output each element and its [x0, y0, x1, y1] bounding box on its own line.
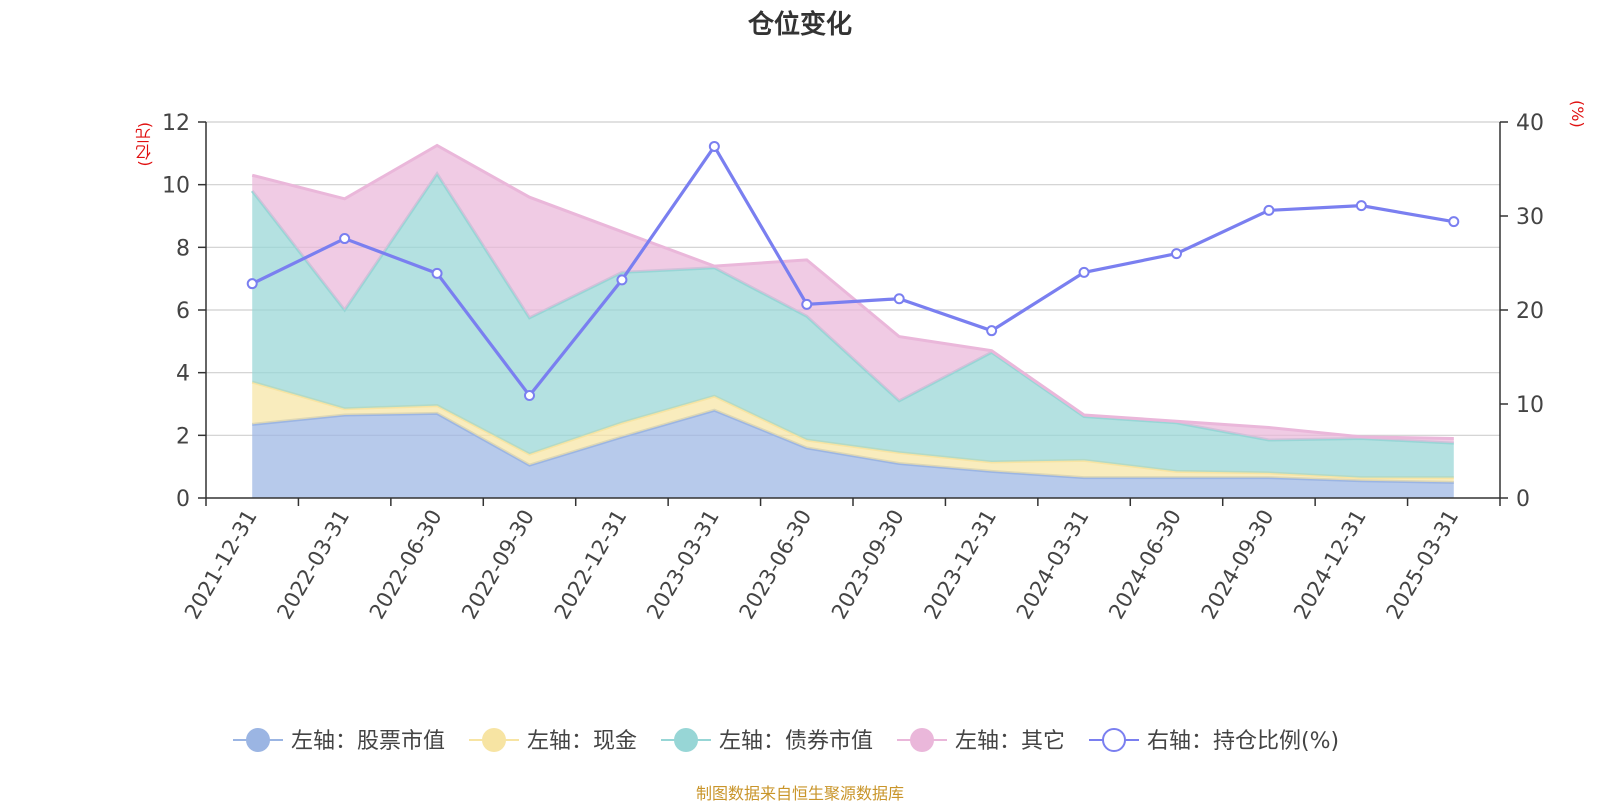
- legend-label: 左轴：债券市值: [719, 729, 873, 754]
- x-tick-label: 2023-09-30: [827, 506, 909, 624]
- legend: 左轴：股票市值 左轴：现金 左轴：债券市值 左轴：其它 右轴：持仓比例(%): [233, 728, 1339, 754]
- left-tick-label: 8: [176, 236, 190, 261]
- x-tick-label: 2021-12-31: [180, 506, 262, 624]
- ratio-point: [246, 278, 258, 290]
- legend-item[interactable]: 左轴：债券市值: [661, 728, 873, 754]
- x-tick-label: 2022-12-31: [550, 506, 632, 624]
- legend-item[interactable]: 右轴：持仓比例(%): [1089, 728, 1339, 754]
- left-tick-label: 4: [176, 362, 190, 387]
- legend-label: 左轴：现金: [527, 729, 637, 754]
- ratio-point: [1078, 266, 1090, 278]
- ratio-point: [431, 267, 443, 279]
- ratio-line: [246, 140, 1460, 402]
- chart-title: 仓位变化: [747, 10, 852, 40]
- stacked-areas: [251, 143, 1454, 498]
- area-左轴：债券市值: [252, 173, 1454, 478]
- area-edge-左轴：其它: [251, 143, 1454, 440]
- area-左轴：现金: [252, 382, 1454, 483]
- legend-label: 左轴：股票市值: [291, 729, 445, 754]
- ratio-point: [1263, 204, 1275, 216]
- legend-item[interactable]: 左轴：股票市值: [233, 728, 445, 754]
- left-tick-label: 12: [162, 111, 190, 136]
- left-tick-label: 0: [176, 487, 190, 512]
- x-tick-label: 2024-03-31: [1012, 506, 1094, 624]
- ratio-point: [1171, 248, 1182, 260]
- legend-marker: [246, 728, 270, 752]
- x-tick-label: 2025-03-31: [1382, 506, 1464, 624]
- x-tick-label: 2022-09-30: [457, 506, 539, 624]
- area-左轴：其它: [252, 145, 1454, 444]
- legend-item[interactable]: 左轴：现金: [469, 728, 637, 754]
- right-axis-unit: (%): [1568, 100, 1587, 128]
- right-tick-label: 0: [1516, 487, 1530, 512]
- ratio-series-line: [251, 143, 1455, 399]
- x-tick-label: 2023-06-30: [735, 506, 817, 624]
- legend-label: 右轴：持仓比例(%): [1147, 729, 1339, 754]
- legend-label: 左轴：其它: [955, 729, 1065, 754]
- legend-marker: [674, 728, 698, 752]
- x-tick-label: 2024-06-30: [1104, 506, 1186, 624]
- ratio-point: [524, 390, 535, 402]
- x-tick-label: 2022-03-31: [272, 506, 354, 624]
- legend-item[interactable]: 左轴：其它: [897, 728, 1065, 754]
- area-左轴：股票市值: [252, 410, 1454, 498]
- legend-marker: [910, 728, 934, 752]
- ratio-point: [1448, 216, 1460, 228]
- right-tick-label: 40: [1516, 111, 1544, 136]
- x-tick-label: 2024-09-30: [1197, 506, 1279, 624]
- legend-marker: [1102, 728, 1126, 752]
- left-tick-label: 10: [162, 174, 190, 199]
- ratio-point: [986, 325, 998, 337]
- right-tick-label: 20: [1516, 299, 1544, 324]
- legend-marker: [482, 728, 506, 752]
- left-tick-label: 6: [176, 299, 190, 324]
- x-tick-label: 2022-06-30: [365, 505, 447, 623]
- ratio-point: [616, 274, 628, 286]
- x-tick-label: 2024-12-31: [1289, 506, 1371, 624]
- ratio-point: [708, 140, 720, 152]
- source-note: 制图数据来自恒生聚源数据库: [695, 784, 904, 803]
- x-tick-label: 2023-12-31: [919, 505, 1001, 623]
- right-tick-label: 10: [1516, 393, 1544, 418]
- ratio-point: [801, 298, 813, 310]
- left-tick-label: 2: [176, 424, 190, 449]
- ratio-point: [339, 233, 351, 245]
- ratio-point: [893, 293, 905, 305]
- right-tick-label: 30: [1516, 205, 1544, 230]
- ratio-point: [1355, 200, 1367, 212]
- x-tick-label: 2023-03-31: [642, 506, 724, 624]
